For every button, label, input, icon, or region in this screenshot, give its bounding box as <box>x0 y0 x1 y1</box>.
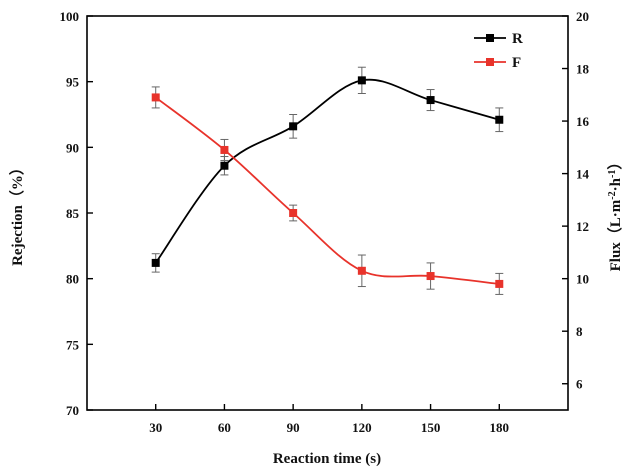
left-y-axis: 70 75 80 85 90 95 100 <box>60 9 93 418</box>
right-y-axis-title: Flux（L·m-2·h-1） <box>606 155 624 272</box>
series-r-point-4 <box>426 96 435 105</box>
right-y-tick-label-4: 14 <box>576 167 590 182</box>
series-layer <box>151 66 504 295</box>
series-f-point-2 <box>289 209 298 217</box>
series-r-point-3 <box>357 76 366 85</box>
left-y-tick-label-3: 85 <box>66 206 80 221</box>
x-tick-label-1: 60 <box>218 420 231 435</box>
left-y-axis-title: Rejection（%） <box>8 160 26 266</box>
x-axis-title: Reaction time (s) <box>273 451 381 467</box>
right-y-axis: 6 8 10 12 14 16 18 20 <box>562 9 590 392</box>
right-y-title-end: ） <box>606 155 624 170</box>
left-y-tick-label-5: 95 <box>66 75 80 90</box>
right-y-title-base: Flux（L·m <box>606 199 624 271</box>
series-r <box>151 66 504 273</box>
series-f-point-3 <box>357 266 366 275</box>
series-r-point-2 <box>289 122 298 131</box>
legend-f-label: F <box>512 55 521 71</box>
left-y-tick-label-1: 75 <box>66 337 80 352</box>
x-tick-label-2: 90 <box>287 420 300 435</box>
series-f-point-4 <box>426 272 435 281</box>
left-y-tick-label-0: 70 <box>66 403 79 418</box>
x-tick-label-5: 180 <box>490 420 510 435</box>
x-tick-label-4: 150 <box>421 420 441 435</box>
series-r-line <box>154 78 500 264</box>
legend-r-marker <box>486 34 494 42</box>
left-y-tick-label-4: 90 <box>66 140 79 155</box>
left-y-tick-label-6: 100 <box>60 9 80 24</box>
series-f-point-0 <box>151 93 160 102</box>
plot-frame <box>86 15 569 411</box>
right-y-tick-label-3: 12 <box>576 219 589 234</box>
right-y-title-exp2: -1 <box>607 170 618 178</box>
right-y-tick-label-5: 16 <box>576 114 590 129</box>
series-r-point-0 <box>151 258 160 267</box>
right-y-tick-label-7: 20 <box>576 9 589 24</box>
right-y-tick-label-0: 6 <box>576 377 583 392</box>
x-axis: 30 60 90 120 150 180 <box>149 404 509 435</box>
left-y-tick-label-2: 80 <box>66 272 79 287</box>
series-f <box>151 86 504 295</box>
series-f-point-5 <box>495 279 504 288</box>
series-f-point-1 <box>220 145 229 154</box>
right-y-title-mid: ·h <box>608 177 624 191</box>
x-tick-label-3: 120 <box>352 420 372 435</box>
x-tick-label-0: 30 <box>149 420 162 435</box>
series-r-point-5 <box>495 115 504 124</box>
right-y-title-exp1: -2 <box>607 191 618 199</box>
right-y-tick-label-2: 10 <box>576 272 589 287</box>
legend-r-label: R <box>512 31 523 47</box>
legend: RF <box>474 31 523 71</box>
series-f-line <box>155 96 500 285</box>
right-y-tick-label-1: 8 <box>576 324 583 339</box>
series-r-point-1 <box>220 161 229 170</box>
legend-f-marker <box>486 58 494 66</box>
right-y-tick-label-6: 18 <box>576 62 590 77</box>
plot-area-border <box>86 15 569 411</box>
